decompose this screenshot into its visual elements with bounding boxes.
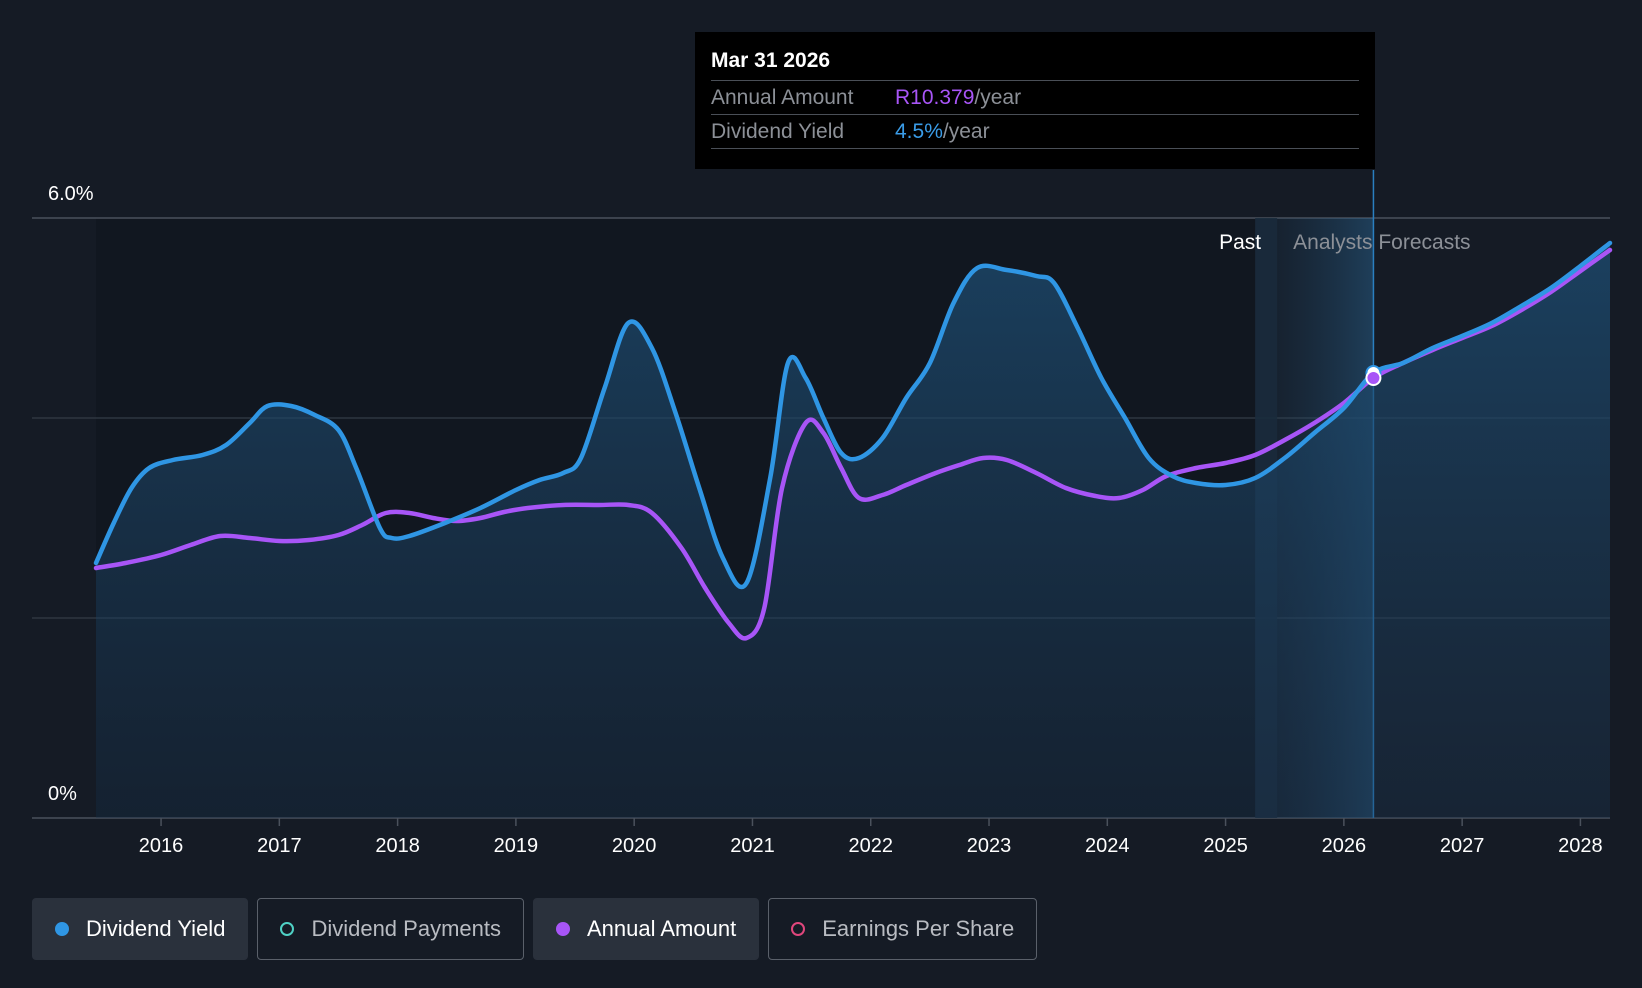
x-tick-label: 2025: [1203, 835, 1248, 857]
tooltip-yield-unit: /year: [942, 120, 990, 143]
tooltip-yield-label: Dividend Yield: [711, 120, 845, 143]
series-line-0: [93, 240, 1613, 590]
x-tick-label: 2016: [139, 835, 184, 857]
y-tick-label-bottom: 0%: [48, 783, 77, 805]
x-tick-label: 2026: [1322, 835, 1367, 857]
legend-label: Earnings Per Share: [822, 916, 1015, 941]
legend-annual-amount[interactable]: Annual Amount: [532, 898, 760, 960]
highlight-marker-1: [1365, 370, 1382, 386]
past-label: Past: [1219, 231, 1261, 254]
legend: Dividend Yield Dividend Payments Annual …: [32, 898, 1038, 960]
x-tick-label: 2027: [1440, 835, 1485, 857]
legend-dividend-payments[interactable]: Dividend Payments: [257, 898, 524, 960]
legend-dot-icon: [55, 922, 69, 936]
y-tick-label-top: 6.0%: [48, 183, 94, 205]
x-tick-label: 2019: [494, 835, 539, 857]
x-tick-label: 2022: [848, 835, 893, 857]
tooltip-annual-row: Annual Amount R10.379/year: [711, 80, 1359, 114]
tooltip-annual-unit: /year: [974, 86, 1022, 109]
legend-dot-icon: [555, 922, 570, 936]
x-tick-label: 2028: [1558, 835, 1603, 857]
legend-label: Dividend Yield: [86, 916, 226, 941]
forecast-label: Analysts Forecasts: [1293, 231, 1470, 254]
x-tick-label: 2024: [1085, 835, 1130, 857]
tooltip-annual-label: Annual Amount: [711, 86, 854, 109]
x-tick-label: 2023: [967, 835, 1012, 857]
legend-earnings-per-share[interactable]: Earnings Per Share: [768, 898, 1038, 960]
legend-label: Annual Amount: [586, 916, 737, 941]
x-tick-label: 2017: [257, 835, 302, 857]
series-area-0: [96, 243, 1610, 818]
tooltip-yield-row: Dividend Yield 4.5%/year: [711, 114, 1359, 149]
tooltip-annual-value: R10.379: [895, 86, 975, 109]
tooltip: Mar 31 2026 Annual Amount R10.379/year D…: [695, 32, 1375, 169]
x-tick-label: 2018: [375, 835, 420, 857]
legend-ring-icon: [280, 922, 295, 936]
tooltip-yield-value: 4.5%: [895, 120, 943, 143]
x-tick-label: 2020: [612, 835, 657, 857]
legend-label: Dividend Payments: [311, 916, 501, 941]
legend-dividend-yield[interactable]: Dividend Yield: [32, 898, 249, 960]
legend-ring-icon: [791, 922, 806, 936]
x-tick-label: 2021: [730, 835, 775, 857]
tooltip-date: Mar 31 2026: [711, 49, 831, 72]
